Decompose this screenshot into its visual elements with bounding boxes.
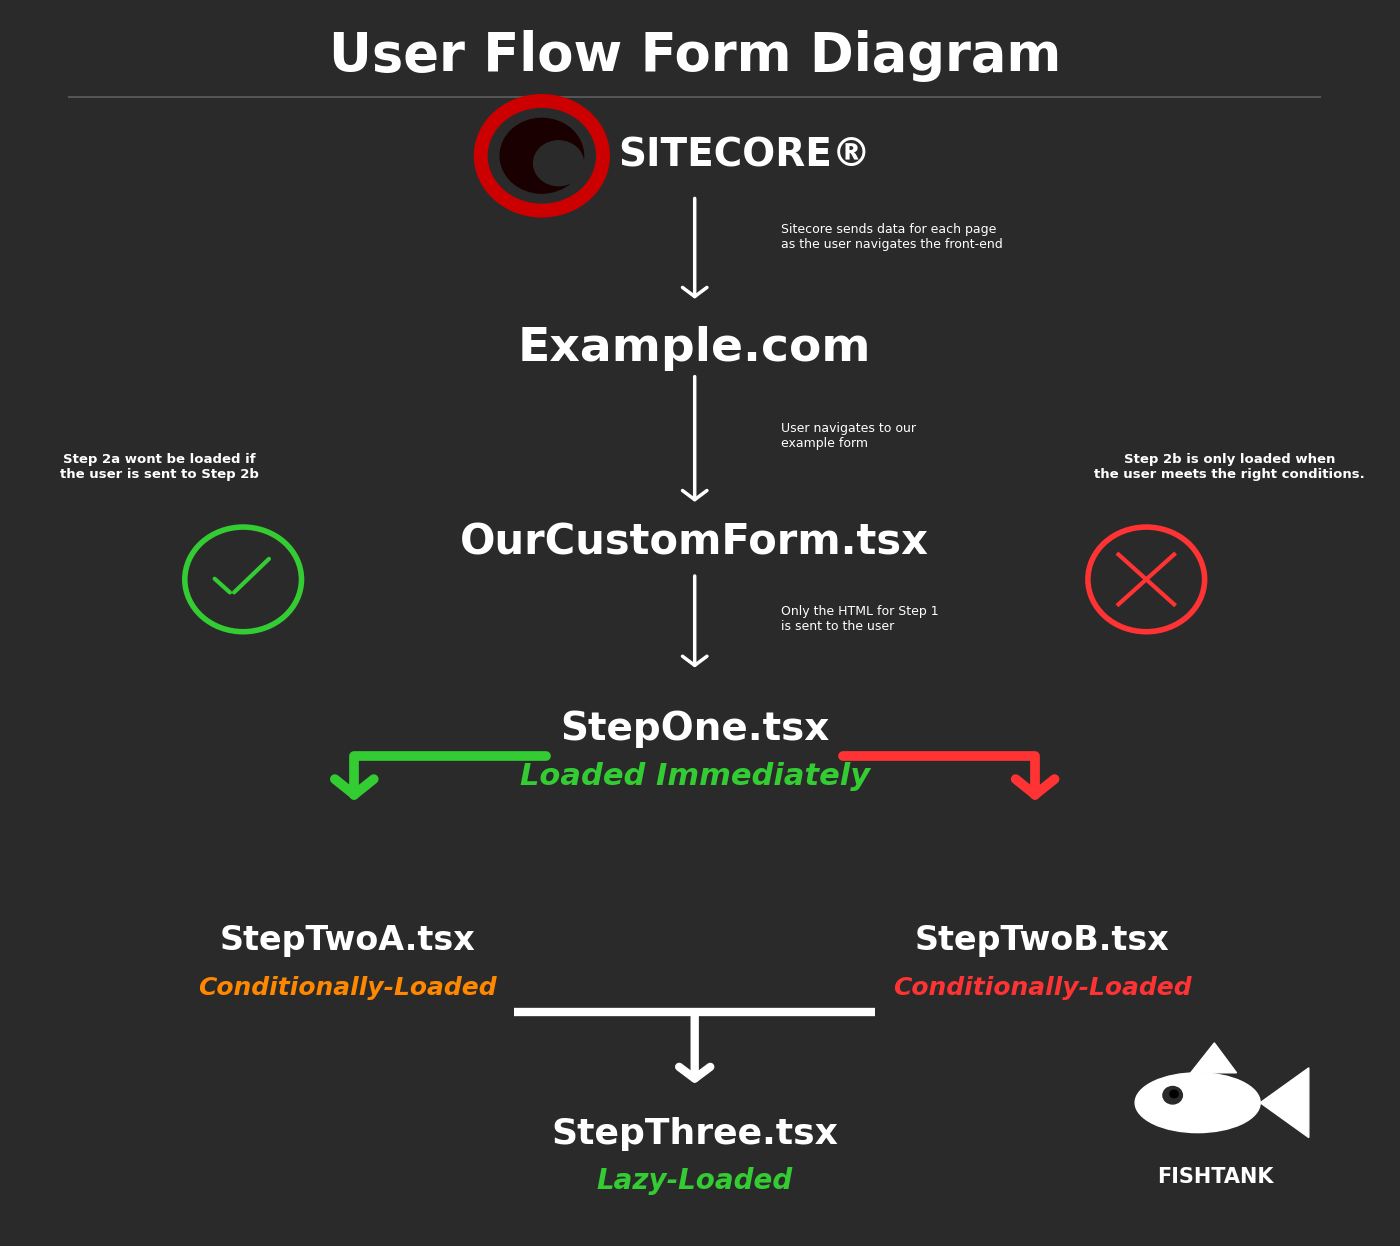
Text: Conditionally-Loaded: Conditionally-Loaded	[893, 976, 1191, 1001]
Text: User Flow Form Diagram: User Flow Form Diagram	[329, 30, 1061, 82]
Text: Step 2a wont be loaded if
the user is sent to Step 2b: Step 2a wont be loaded if the user is se…	[60, 454, 259, 481]
Text: FISHTANK: FISHTANK	[1158, 1168, 1274, 1187]
Text: SITECORE®: SITECORE®	[619, 137, 871, 174]
Text: User navigates to our
example form: User navigates to our example form	[781, 422, 916, 450]
Text: StepOne.tsx: StepOne.tsx	[560, 710, 829, 748]
Circle shape	[533, 141, 584, 186]
Text: StepThree.tsx: StepThree.tsx	[552, 1116, 839, 1151]
Ellipse shape	[1135, 1073, 1260, 1133]
Text: Step 2b is only loaded when
the user meets the right conditions.: Step 2b is only loaded when the user mee…	[1095, 454, 1365, 481]
Text: StepTwoB.tsx: StepTwoB.tsx	[914, 925, 1169, 957]
Circle shape	[500, 118, 584, 193]
Text: OurCustomForm.tsx: OurCustomForm.tsx	[461, 521, 930, 563]
Text: Loaded Immediately: Loaded Immediately	[519, 761, 869, 791]
Text: StepTwoA.tsx: StepTwoA.tsx	[220, 925, 475, 957]
Text: Conditionally-Loaded: Conditionally-Loaded	[197, 976, 497, 1001]
Polygon shape	[1191, 1043, 1236, 1073]
Text: Example.com: Example.com	[518, 326, 871, 371]
Text: Only the HTML for Step 1
is sent to the user: Only the HTML for Step 1 is sent to the …	[781, 606, 938, 633]
Polygon shape	[1260, 1068, 1309, 1138]
Circle shape	[1170, 1090, 1179, 1098]
Text: Lazy-Loaded: Lazy-Loaded	[596, 1168, 792, 1195]
Circle shape	[1163, 1087, 1183, 1104]
Text: Sitecore sends data for each page
as the user navigates the front-end: Sitecore sends data for each page as the…	[781, 223, 1002, 250]
